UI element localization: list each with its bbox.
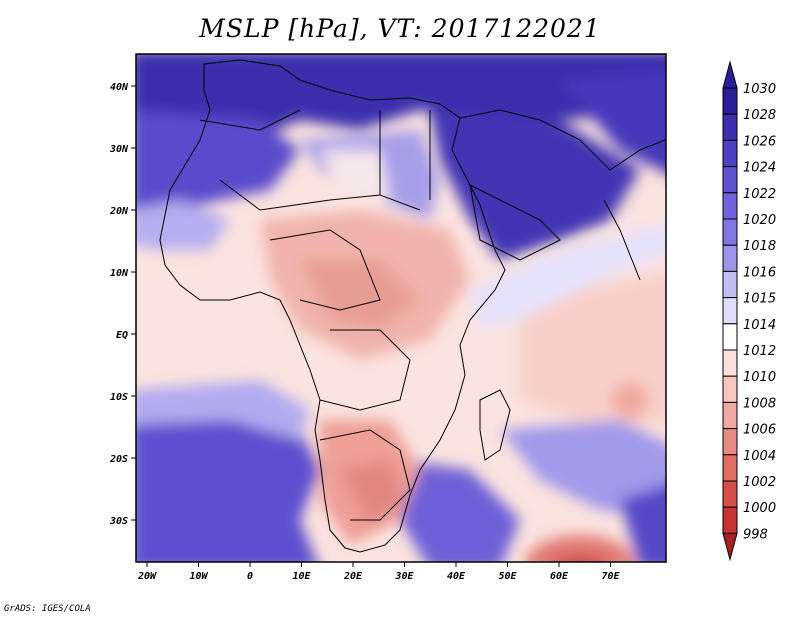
colorbar-swatch [722, 349, 738, 377]
colorbar-swatch [722, 192, 738, 220]
colorbar-label: 1008 [743, 396, 776, 411]
colorbar-label: 998 [743, 527, 768, 542]
lon-tick-label: 60E [550, 571, 569, 582]
colorbar-label: 1010 [743, 370, 776, 385]
colorbar-swatch [722, 323, 738, 351]
lat-tick-label: EQ [116, 330, 128, 341]
colorbar: 1030 1028 1026 1024 1022 1020 1018 1016 1015 1014… [722, 60, 776, 562]
colorbar-label: 1030 [743, 82, 776, 97]
colorbar-swatch [722, 113, 738, 141]
colorbar-swatch [722, 218, 738, 246]
lon-tick-label: 10E [292, 571, 311, 582]
lat-tick-label: 20S [109, 454, 128, 465]
coastlines [159, 59, 666, 553]
colorbar-label: 1006 [743, 423, 776, 438]
lon-tick-label: 70E [601, 571, 620, 582]
colorbar-label: 1002 [743, 475, 776, 490]
colorbar-swatch [722, 270, 738, 299]
lon-tick-label: 40E [447, 571, 466, 582]
lon-tick-label: 50E [498, 571, 517, 582]
colorbar-label: 1024 [743, 161, 776, 176]
colorbar-label: 1000 [743, 501, 776, 516]
colorbar-label: 1014 [743, 318, 776, 333]
colorbar-label: 1004 [743, 449, 776, 464]
lat-tick-label: 10N [110, 268, 129, 279]
lon-tick-label: 20E [343, 571, 363, 582]
pressure-field [136, 54, 666, 562]
lon-tick-label: 0 [247, 571, 253, 582]
map-frame [135, 53, 667, 563]
colorbar-top-arrow [722, 60, 738, 89]
colorbar-swatch [722, 139, 738, 168]
grads-credit: GrADS: IGES/COLA [4, 604, 91, 614]
lon-tick-label: 10W [189, 571, 208, 582]
colorbar-label: 1026 [743, 134, 776, 149]
chart-title: MSLP [hPa], VT: 2017122021 [199, 14, 601, 43]
lat-tick-label: 30N [109, 144, 129, 155]
colorbar-bottom-arrow [722, 532, 738, 562]
lon-tick-label: 20W [137, 571, 157, 582]
lon-tick-label: 30E [394, 571, 414, 582]
colorbar-label: 1015 [743, 292, 776, 307]
colorbar-label: 1028 [743, 108, 776, 123]
colorbar-swatch [722, 166, 738, 194]
colorbar-swatch [722, 428, 738, 456]
colorbar-swatch [722, 454, 738, 482]
colorbar-label: 1018 [743, 239, 776, 254]
lat-tick-label: 40N [110, 82, 129, 93]
colorbar-label: 1016 [743, 265, 776, 280]
colorbar-label: 1012 [743, 344, 776, 359]
colorbar-swatch [722, 506, 738, 534]
colorbar-swatch [722, 375, 738, 403]
colorbar-swatch [722, 480, 738, 508]
colorbar-swatch [722, 297, 738, 325]
lat-tick-label: 20N [109, 206, 129, 217]
colorbar-swatch [722, 401, 738, 430]
lat-tick-label: 30S [109, 516, 128, 527]
longitude-axis: 20W 10W 0 10E 20E 30E 40E 50E 60E 70E [137, 562, 621, 582]
lat-tick-label: 10S [110, 392, 128, 403]
colorbar-label: 1022 [743, 187, 776, 202]
latitude-axis: 40N 30N 20N 10N EQ 10S 20S 30S [109, 82, 136, 527]
colorbar-swatch [722, 87, 738, 115]
colorbar-swatch [722, 244, 738, 272]
colorbar-label: 1020 [743, 213, 776, 228]
